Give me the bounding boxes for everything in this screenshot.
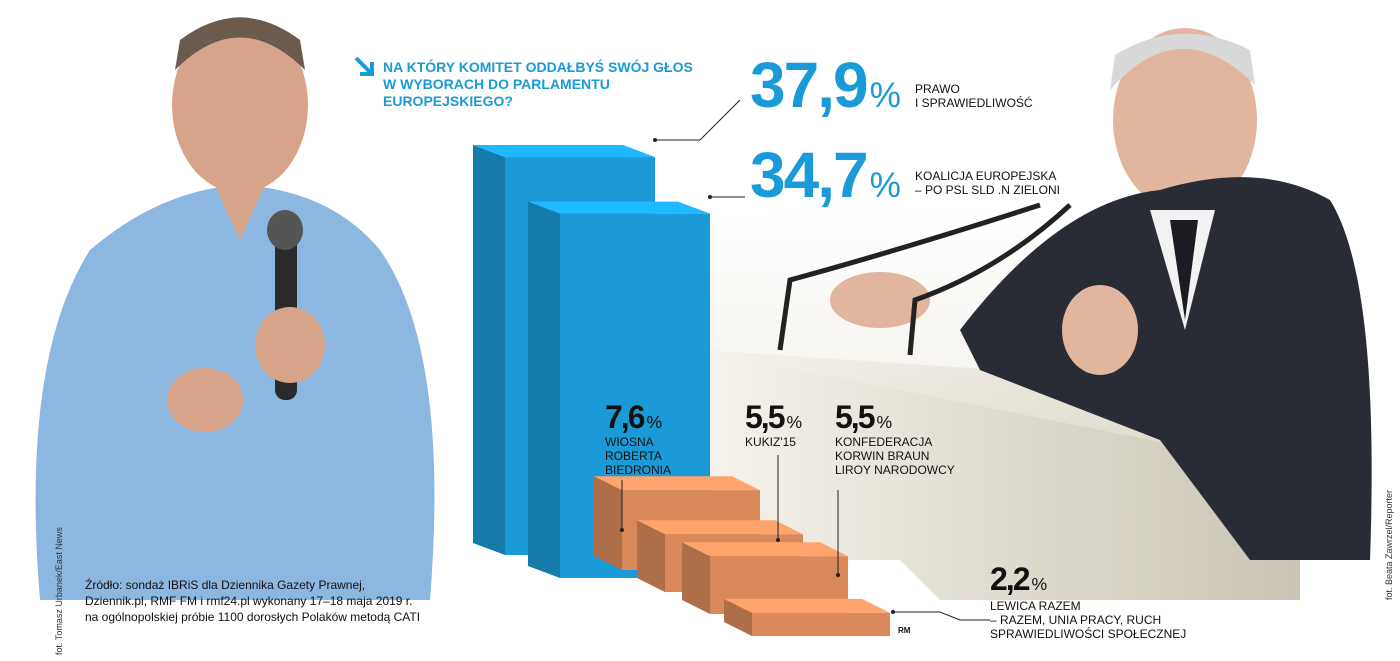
bar-side [724, 598, 752, 636]
leader-dot [708, 195, 712, 199]
photo-right [777, 28, 1372, 560]
bar-side [637, 520, 665, 592]
bar-top [594, 476, 760, 491]
value-unit: % [646, 412, 662, 432]
podium [700, 350, 1300, 600]
category-label: WIOSNA ROBERTA BIEDRONIA [605, 435, 671, 477]
bar-side [528, 201, 560, 578]
bar-top [724, 598, 890, 613]
photo-credit: fot. Tomasz Urbanek/East News [54, 527, 64, 655]
leader-dot [653, 138, 657, 142]
value-unit: % [870, 166, 901, 205]
bar [752, 612, 890, 636]
leader-dot [620, 528, 624, 532]
bar-top [528, 201, 710, 214]
photo-credit: fot. Beata Zawrzel/Reporter [1384, 490, 1394, 600]
bar-top [682, 542, 848, 557]
bar-side [594, 476, 622, 570]
category-label: LEWICA RAZEM – RAZEM, UNIA PRACY, RUCH SPR… [990, 599, 1186, 641]
bar-top [637, 520, 803, 535]
bar-top [473, 145, 655, 158]
category-label: KUKIZ'15 [745, 435, 796, 449]
value-unit: % [876, 412, 892, 432]
chart-title: NA KTÓRY KOMITET ODDAŁBYŚ SWÓJ GŁOS W WYB… [383, 58, 693, 109]
bar-side [682, 542, 710, 614]
value-label: 5,5% [835, 399, 892, 435]
source-note: Źródło: sondaż IBRiS dla Dziennika Gazet… [85, 577, 420, 624]
value-unit: % [870, 76, 901, 115]
leader-line [893, 611, 990, 621]
value-unit: % [1031, 574, 1047, 594]
author: RM [898, 626, 911, 635]
category-label: PRAWO I SPRAWIEDLIWOŚĆ [915, 82, 1033, 110]
leader-line [655, 99, 741, 141]
value-unit: % [786, 412, 802, 432]
bar-side [473, 145, 505, 556]
leader-dot [891, 610, 895, 614]
category-label: KONFEDERACJA KORWIN BRAUN LIROY NARODOWCY [835, 435, 955, 477]
category-label: KOALICJA EUROPEJSKA – PO PSL SLD .N ZIELO… [915, 169, 1060, 197]
arrow-icon [354, 56, 374, 76]
leader-dot [836, 573, 840, 577]
photo-left [35, 17, 435, 600]
leader-dot [776, 538, 780, 542]
